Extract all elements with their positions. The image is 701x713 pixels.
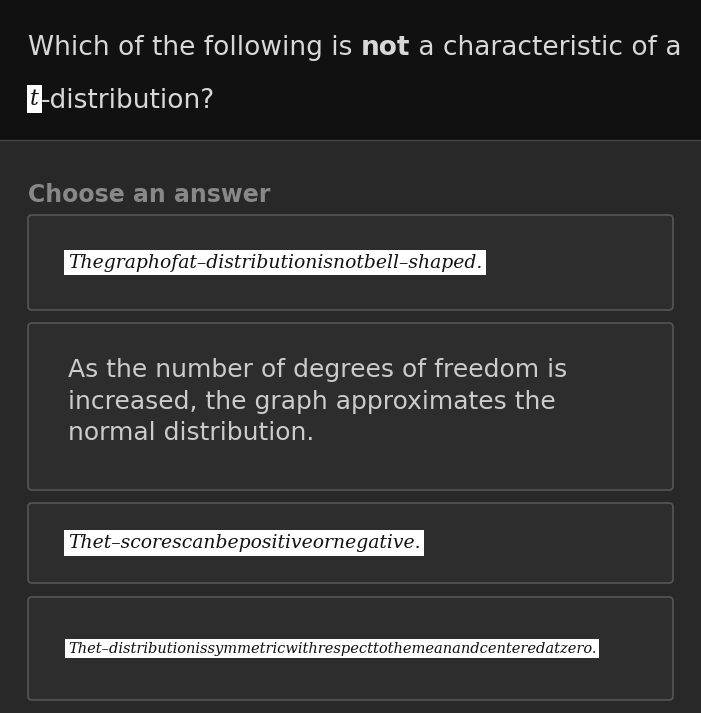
FancyBboxPatch shape <box>28 503 673 583</box>
Text: Thet–distributionissymmetricwithrespecttothemeanandcenteredatzero.: Thet–distributionissymmetricwithrespectt… <box>68 642 597 655</box>
Bar <box>0 140 701 713</box>
Text: Thegraphofat–distributionisnotbell–shaped.: Thegraphofat–distributionisnotbell–shape… <box>68 254 482 272</box>
Text: Thet–scorescanbepositiveornegative.: Thet–scorescanbepositiveornegative. <box>68 534 421 552</box>
Text: not: not <box>361 35 410 61</box>
Text: Choose an answer: Choose an answer <box>28 183 271 207</box>
Text: Which of the following is: Which of the following is <box>28 35 361 61</box>
Text: -distribution?: -distribution? <box>41 88 215 114</box>
FancyBboxPatch shape <box>28 323 673 490</box>
Bar <box>0 0 701 140</box>
Text: As the number of degrees of freedom is
increased, the graph approximates the
nor: As the number of degrees of freedom is i… <box>68 358 567 445</box>
Text: a characteristic of a: a characteristic of a <box>410 35 682 61</box>
FancyBboxPatch shape <box>28 597 673 700</box>
FancyBboxPatch shape <box>28 215 673 310</box>
Text: t: t <box>30 88 39 110</box>
